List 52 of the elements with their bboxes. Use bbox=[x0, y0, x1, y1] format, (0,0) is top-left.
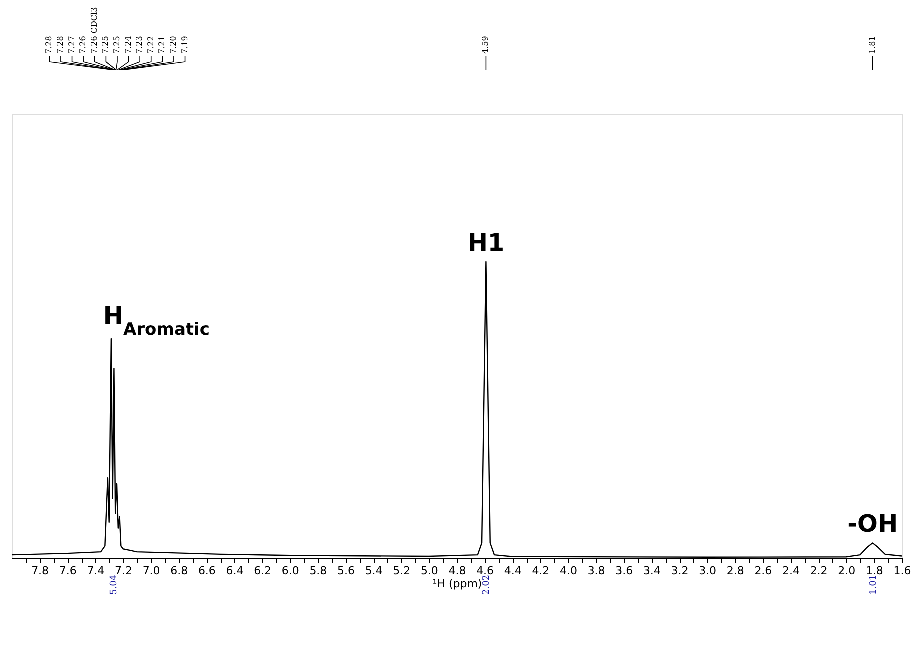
x-tick-label: 5.2 bbox=[393, 564, 411, 578]
x-tick-label: 7.4 bbox=[87, 564, 105, 578]
annotation: 7.26 bbox=[78, 36, 88, 54]
x-tick-label: 7.2 bbox=[115, 564, 132, 578]
annotation: 7.26 CDCl3 bbox=[90, 7, 99, 54]
x-tick-label: 7.8 bbox=[32, 564, 50, 578]
annotation: 7.24 bbox=[124, 36, 133, 54]
annotation: 7.25 bbox=[101, 36, 110, 54]
annotation: 7.27 bbox=[67, 36, 76, 54]
annotation: 4.59 bbox=[481, 36, 490, 54]
x-tick-label: 2.0 bbox=[838, 564, 856, 578]
x-tick-label: 4.8 bbox=[448, 564, 466, 578]
x-tick-label: 5.4 bbox=[365, 564, 383, 578]
x-tick-label: 2.6 bbox=[754, 564, 772, 578]
annotation: 7.19 bbox=[180, 36, 190, 54]
text: 1.01 bbox=[868, 574, 879, 596]
x-tick-label: 6.4 bbox=[226, 564, 244, 578]
x-tick-label: 6.2 bbox=[254, 564, 272, 578]
x-tick-label: 3.2 bbox=[671, 564, 689, 578]
x-axis-title: ¹H (ppm) bbox=[432, 578, 482, 590]
x-tick-label: 5.6 bbox=[338, 564, 355, 578]
x-tick-label: 2.4 bbox=[782, 564, 800, 578]
x-tick-label: 3.8 bbox=[588, 564, 606, 578]
x-tick-label: 4.4 bbox=[504, 564, 522, 578]
x-tick-label: 1.8 bbox=[866, 564, 884, 578]
x-tick-label: 2.8 bbox=[726, 564, 744, 578]
x-tick-label: 5.8 bbox=[310, 564, 328, 578]
annotation: 7.28 bbox=[44, 36, 54, 54]
x-tick-label: 3.6 bbox=[616, 564, 634, 578]
annotation: -OH bbox=[848, 510, 898, 538]
x-tick-label: 7.6 bbox=[59, 564, 77, 578]
annotation: 7.20 bbox=[168, 36, 178, 54]
x-tick-label: 6.8 bbox=[170, 564, 188, 578]
annotation: 7.22 bbox=[146, 36, 156, 54]
x-tick-label: 6.0 bbox=[282, 564, 300, 578]
x-tick-label: 3.4 bbox=[643, 564, 661, 578]
text: 2.02 bbox=[482, 574, 492, 596]
annotation: H1 bbox=[468, 229, 505, 257]
annotation: 1.81 bbox=[868, 36, 877, 54]
x-tick-label: 3.0 bbox=[699, 564, 717, 578]
x-tick-label: 6.6 bbox=[198, 564, 216, 578]
x-tick-label: 4.2 bbox=[532, 564, 550, 578]
x-tick-label: 5.0 bbox=[420, 564, 438, 578]
text: 5.04 bbox=[110, 574, 120, 596]
x-tick-label: 4.0 bbox=[560, 564, 578, 578]
annotation: 7.23 bbox=[135, 36, 144, 54]
x-tick-label: 2.2 bbox=[810, 564, 828, 578]
x-tick-label: 7.0 bbox=[142, 564, 160, 578]
annotation: 7.21 bbox=[158, 36, 167, 54]
x-tick-label: 1.6 bbox=[894, 564, 912, 578]
annotation: 7.25 bbox=[112, 36, 122, 54]
annotation: 7.28 bbox=[56, 36, 65, 54]
